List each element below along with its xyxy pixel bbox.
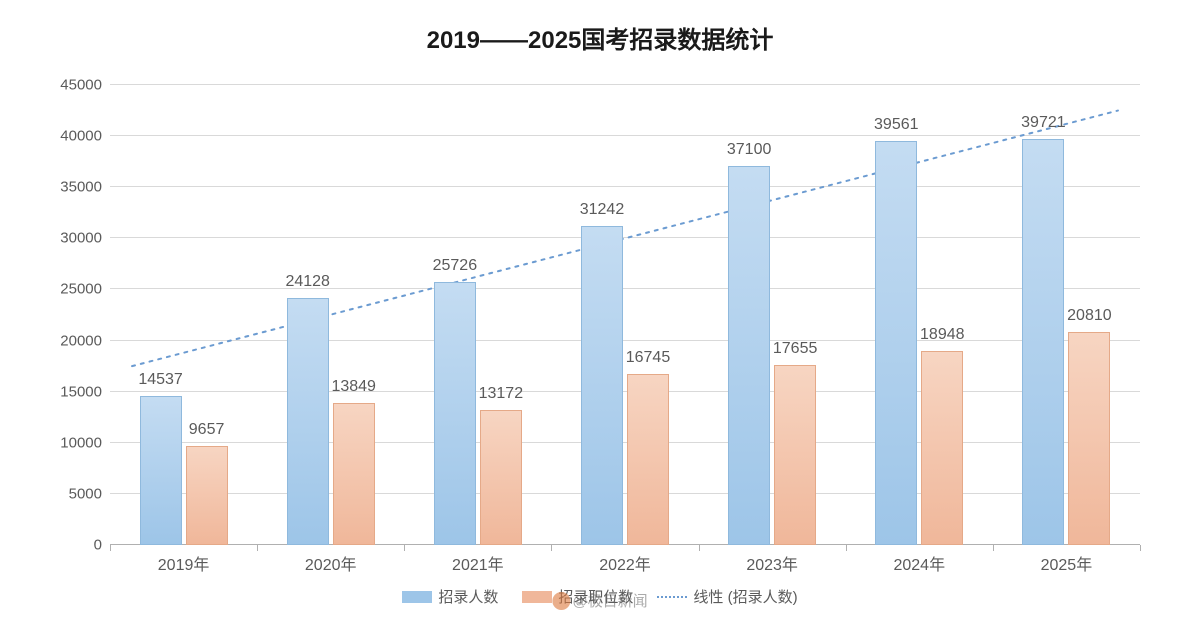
bar-value-label: 37100 [727, 141, 772, 159]
x-tick-mark [699, 545, 700, 551]
bar-group: 2572613172 [404, 85, 551, 545]
bar-position-count: 9657 [186, 446, 228, 545]
x-tick-mark [551, 545, 552, 551]
x-tick-label: 2023年 [699, 551, 846, 575]
bar-position-count: 13849 [333, 403, 375, 545]
bar-value-label: 18948 [920, 326, 965, 344]
x-tick-mark [404, 545, 405, 551]
bar-recruit-count: 24128 [287, 298, 329, 545]
legend-item-series1: 招录人数 [402, 586, 498, 607]
bar-group: 145379657 [110, 85, 257, 545]
bar-recruit-count: 39561 [875, 141, 917, 545]
bar-recruit-count: 14537 [140, 396, 182, 545]
bar-value-label: 13849 [331, 378, 376, 396]
y-tick: 20000 [60, 332, 102, 349]
x-tick-label: 2024年 [846, 551, 993, 575]
bar-value-label: 16745 [626, 349, 671, 367]
x-tick-mark [846, 545, 847, 551]
legend-swatch-series2 [522, 591, 552, 603]
y-tick: 40000 [60, 128, 102, 145]
bar-position-count: 13172 [480, 410, 522, 545]
x-tick-mark [257, 545, 258, 551]
legend-label-series1: 招录人数 [438, 586, 498, 607]
legend: 招录人数 招录职位数 线性 (招录人数) [0, 586, 1200, 607]
bar-position-count: 18948 [921, 351, 963, 545]
x-tick-mark [993, 545, 994, 551]
bar-recruit-count: 25726 [434, 282, 476, 545]
y-axis: 0500010000150002000025000300003500040000… [40, 85, 110, 545]
legend-swatch-series1 [402, 591, 432, 603]
legend-item-trendline: 线性 (招录人数) [657, 586, 797, 607]
bar-value-label: 31242 [580, 201, 625, 219]
bar-position-count: 17655 [774, 365, 816, 545]
legend-swatch-trendline [657, 596, 687, 598]
bar-value-label: 17655 [773, 340, 818, 358]
x-tick-label: 2020年 [257, 551, 404, 575]
x-axis-labels: 2019年2020年2021年2022年2023年2024年2025年 [110, 551, 1140, 575]
y-tick: 5000 [69, 485, 102, 502]
chart-title: 2019——2025国考招录数据统计 [40, 20, 1160, 55]
x-tick-mark [1140, 545, 1141, 551]
bar-value-label: 39721 [1021, 114, 1066, 132]
x-tick-label: 2019年 [110, 551, 257, 575]
bar-recruit-count: 37100 [728, 166, 770, 545]
x-tick-label: 2022年 [551, 551, 698, 575]
bar-group: 3956118948 [846, 85, 993, 545]
bar-value-label: 39561 [874, 116, 919, 134]
bar-recruit-count: 39721 [1022, 139, 1064, 545]
x-tick-label: 2025年 [993, 551, 1140, 575]
legend-label-trendline: 线性 (招录人数) [693, 586, 797, 607]
legend-label-series2: 招录职位数 [558, 586, 633, 607]
y-tick: 30000 [60, 230, 102, 247]
y-tick: 25000 [60, 281, 102, 298]
bar-value-label: 9657 [189, 421, 225, 439]
bar-recruit-count: 31242 [581, 226, 623, 545]
bar-group: 2412813849 [257, 85, 404, 545]
bar-position-count: 16745 [627, 374, 669, 545]
legend-item-series2: 招录职位数 [522, 586, 633, 607]
bar-group: 3124216745 [551, 85, 698, 545]
bar-value-label: 25726 [433, 257, 478, 275]
bars-area: 1453796572412813849257261317231242167453… [110, 85, 1140, 545]
plot-area: 0500010000150002000025000300003500040000… [110, 85, 1140, 545]
bar-value-label: 20810 [1067, 307, 1112, 325]
y-tick: 15000 [60, 383, 102, 400]
y-tick: 0 [94, 537, 102, 554]
bar-value-label: 24128 [285, 273, 330, 291]
bar-value-label: 14537 [138, 371, 183, 389]
x-tick-mark [110, 545, 111, 551]
y-tick: 45000 [60, 77, 102, 94]
bar-group: 3972120810 [993, 85, 1140, 545]
y-tick: 35000 [60, 179, 102, 196]
bar-value-label: 13172 [479, 385, 524, 403]
bar-position-count: 20810 [1068, 332, 1110, 545]
bar-group: 3710017655 [699, 85, 846, 545]
chart-container: 2019——2025国考招录数据统计 050001000015000200002… [0, 0, 1200, 619]
y-tick: 10000 [60, 434, 102, 451]
x-tick-label: 2021年 [404, 551, 551, 575]
